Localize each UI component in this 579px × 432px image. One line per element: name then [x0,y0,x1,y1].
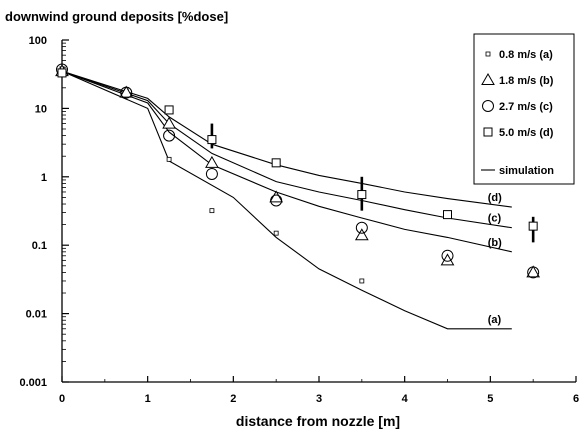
legend-entry-label: 1.8 m/s (b) [499,75,554,87]
data-point-2-7ms [355,221,368,234]
data-point-2-7ms [441,249,454,262]
y-tick-label: 100 [29,35,47,47]
y-tick-label: 0.001 [19,377,47,389]
data-point-2-7ms [120,86,133,99]
data-point-5-0ms [164,105,174,115]
legend-entry-label: 5.0 m/s (d) [499,127,554,139]
data-point-2-7ms [163,129,176,142]
data-point-2-7ms [270,194,283,207]
y-tick-label: 1 [41,172,47,184]
data-points [55,63,541,284]
data-point-0-8ms [166,156,172,162]
simulation-curve [61,70,512,229]
data-point-5-0ms [57,68,67,78]
data-point-1-8ms [440,253,455,266]
data-point-5-0ms [483,127,493,137]
y-tick-label: 10 [35,103,47,115]
data-point-0-8ms [485,51,491,57]
data-point-1-8ms [526,265,541,278]
x-tick-label: 3 [316,393,322,405]
curve-label: (b) [488,237,502,249]
curve-label: (d) [488,192,502,204]
legend-box [473,33,575,185]
data-point-1-8ms [205,155,219,168]
x-tick-label: 4 [402,393,409,405]
data-point-0-8ms [273,230,279,236]
data-point-0-8ms [209,208,215,214]
data-point-1-8ms [481,72,495,85]
data-point-5-0ms [207,135,217,145]
x-tick-label: 5 [487,393,493,405]
data-point-2-7ms [527,266,540,279]
data-point-1-8ms [354,228,369,241]
simulation-curve [61,70,512,253]
data-point-1-8ms [269,190,284,203]
x-axis-label: distance from nozzle [m] [236,413,400,429]
data-point-0-8ms [359,278,365,284]
data-point-2-7ms [205,167,218,180]
x-tick-label: 2 [230,393,236,405]
x-tick-label: 0 [59,393,65,405]
simulation-curve [61,70,512,330]
data-point-1-8ms [162,116,176,129]
data-point-5-0ms [357,190,367,200]
curve-label: (c) [488,213,502,225]
data-point-5-0ms [271,158,281,168]
legend: 0.8 m/s (a) 1.8 m/s (b) 2.7 m/s (c) 5.0 m/s… [473,33,575,185]
curve-label: (a) [488,314,502,326]
chart-title: downwind ground deposits [%dose] [5,9,228,24]
legend-entry-label: simulation [499,165,554,177]
y-tick-label: 0.1 [32,240,47,252]
simulation-curves: (a) (b) (c) (d) [61,70,512,330]
x-tick-label: 1 [145,393,151,405]
x-tick-label: 6 [573,393,579,405]
data-point-5-0ms [443,210,452,220]
simulation-curve [61,70,512,208]
legend-entry-label: 2.7 m/s (c) [499,101,553,113]
axis-ticks: 0.001 0.01 0.1 1 10 100 0 1 2 3 4 5 6 [19,35,579,405]
legend-entry-label: 0.8 m/s (a) [499,49,553,61]
data-point-1-8ms [119,85,134,98]
data-point-5-0ms [528,221,538,231]
data-point-2-7ms [482,100,494,112]
y-tick-label: 0.01 [26,309,47,321]
